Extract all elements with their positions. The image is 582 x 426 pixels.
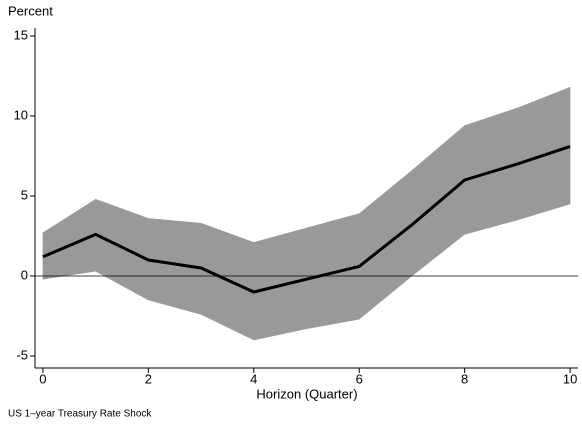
x-tick-label: 4 bbox=[250, 371, 257, 386]
y-tick-label: 15 bbox=[14, 27, 28, 42]
note: US 1–year Treasury Rate Shock bbox=[8, 409, 152, 420]
y-tick-label: -5 bbox=[16, 347, 28, 362]
x-tick-label: 8 bbox=[461, 371, 468, 386]
confidence-band bbox=[306, 213, 360, 330]
y-axis-label: Percent bbox=[8, 3, 53, 18]
x-tick-label: 6 bbox=[356, 371, 363, 386]
y-tick-label: 5 bbox=[21, 187, 28, 202]
line bbox=[42, 144, 571, 294]
x-tick-label: 10 bbox=[563, 371, 577, 386]
confidence-band bbox=[253, 227, 307, 341]
x-tick-label: 0 bbox=[39, 371, 46, 386]
x-tick-label: 2 bbox=[145, 371, 152, 386]
y-tick-label: 10 bbox=[14, 107, 28, 122]
confidence-band bbox=[95, 198, 149, 301]
x-axis-label: Horizon (Quarter) bbox=[256, 386, 357, 401]
y-tick-label: 0 bbox=[21, 267, 28, 282]
confidence-band bbox=[517, 86, 571, 221]
